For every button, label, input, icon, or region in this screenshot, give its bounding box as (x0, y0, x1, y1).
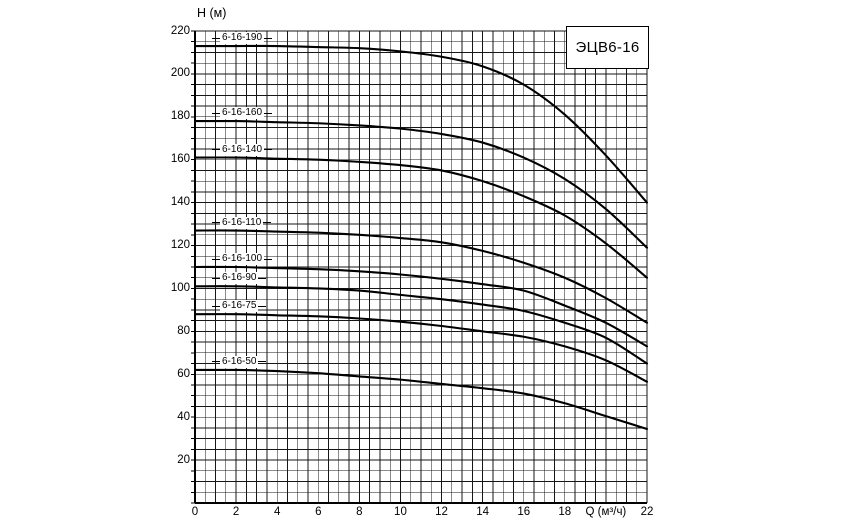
y-tick-label: 20 (177, 453, 190, 466)
x-tick-label: 0 (191, 506, 199, 518)
label-leader-line (258, 361, 267, 363)
y-tick-label: 40 (177, 410, 190, 423)
label-leader-line (212, 112, 220, 114)
label-leader-line (212, 361, 220, 363)
x-tick-label: 10 (394, 506, 407, 518)
pump-curve-6-16-160 (193, 119, 649, 249)
pump-curve-6-16-140 (193, 156, 649, 279)
pump-curve-6-16-90 (193, 285, 649, 365)
curve-label-6-16-160: 6-16-160 (212, 107, 273, 120)
label-leader-line (212, 258, 220, 260)
y-tick-label: 220 (170, 24, 190, 37)
curve-label-text: 6-16-110 (220, 216, 264, 229)
label-leader-line (264, 149, 273, 151)
curve-label-text: 6-16-75 (220, 300, 259, 313)
curve-label-text: 6-16-190 (220, 32, 265, 45)
label-leader-line (212, 305, 220, 307)
y-tick-label: 60 (177, 367, 190, 380)
label-leader-line (258, 305, 267, 307)
label-leader-line (212, 277, 220, 279)
x-tick-label: 6 (315, 506, 322, 518)
x-tick-label: 18 (558, 506, 572, 518)
pump-curve-6-16-50 (193, 368, 649, 431)
curve-label-text: 6-16-50 (220, 355, 259, 368)
pump-curve-6-16-110 (193, 229, 649, 324)
curve-label-6-16-110: 6-16-110 (212, 216, 272, 229)
x-tick-label: 4 (273, 506, 281, 518)
x-tick-label: 12 (435, 506, 448, 518)
y-tick-label: 200 (170, 67, 190, 80)
y-tick-label: 100 (170, 281, 190, 294)
pump-curve-6-16-190 (193, 44, 649, 204)
x-axis-title: Q (м³/ч) (585, 506, 627, 518)
label-leader-line (258, 277, 267, 279)
chart-title-box: ЭЦВ6-16 (566, 26, 649, 69)
curve-label-6-16-90: 6-16-90 (212, 272, 267, 285)
x-tick-label: 16 (517, 506, 531, 518)
y-tick-label: 180 (170, 110, 190, 123)
x-tick-label: 8 (356, 506, 363, 518)
label-leader-line (264, 258, 273, 260)
y-axis-title: Н (м) (197, 6, 227, 20)
curve-label-text: 6-16-100 (220, 253, 265, 265)
label-leader-line (264, 112, 273, 114)
curve-label-6-16-190: 6-16-190 (212, 32, 273, 45)
curve-label-text: 6-16-140 (220, 143, 265, 156)
plot-area (191, 30, 649, 504)
curve-label-text: 6-16-160 (220, 107, 265, 120)
chart-title: ЭЦВ6-16 (575, 39, 640, 56)
x-tick-label: 14 (476, 506, 490, 518)
curve-label-text: 6-16-90 (220, 272, 259, 285)
pump-curve-6-16-100 (193, 265, 649, 348)
y-tick-label: 160 (170, 153, 190, 166)
x-tick-label: 2 (232, 506, 240, 518)
y-tick-label: 140 (170, 196, 190, 209)
label-leader-line (212, 222, 220, 224)
y-tick-label: 80 (177, 324, 190, 337)
label-leader-line (263, 222, 272, 224)
curve-label-6-16-140: 6-16-140 (212, 143, 273, 156)
label-leader-line (212, 37, 220, 39)
curve-label-6-16-50: 6-16-50 (212, 355, 267, 368)
label-leader-line (264, 37, 273, 39)
y-tick-label: 120 (170, 239, 190, 252)
x-tick-label: 22 (640, 506, 654, 518)
curve-label-6-16-100: 6-16-100 (212, 253, 273, 265)
pump-curve-6-16-75 (193, 313, 649, 383)
label-leader-line (212, 149, 220, 151)
curve-label-6-16-75: 6-16-75 (212, 300, 267, 313)
